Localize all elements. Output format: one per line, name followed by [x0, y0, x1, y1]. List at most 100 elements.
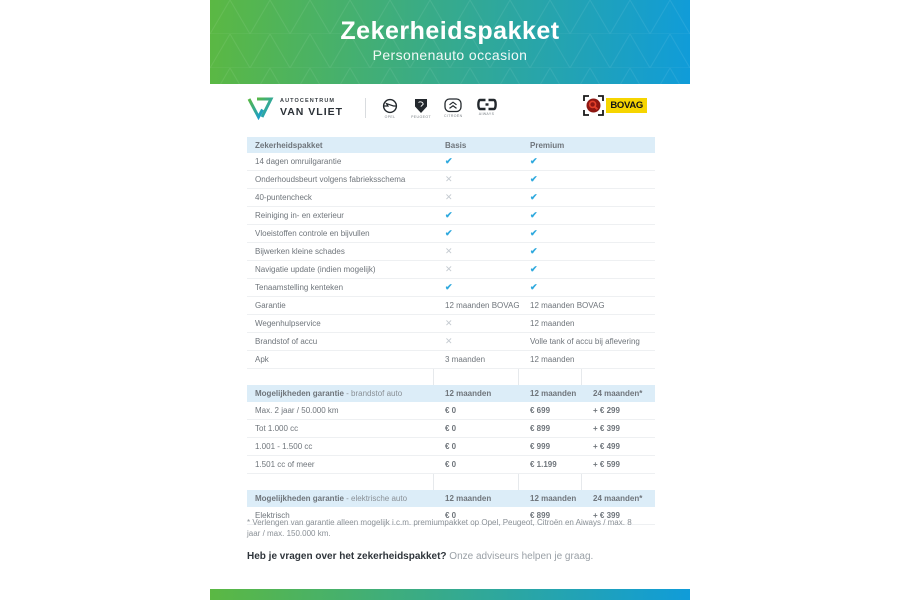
row-label: Bijwerken kleine schades: [255, 247, 345, 256]
logo-divider: [365, 98, 367, 118]
check-icon: ✔: [530, 174, 538, 184]
value-cell: ✔: [433, 211, 518, 220]
value-cell: ✔: [518, 193, 655, 202]
price-cell: € 0: [445, 424, 457, 433]
dealer-logo: AUTOCENTRUM VAN VLIET: [247, 96, 343, 120]
aiways-icon: [476, 98, 497, 110]
value-cell: 12 maanden BOVAG: [445, 301, 520, 310]
table-row: Tenaamstelling kenteken ✔ ✔: [247, 279, 655, 297]
brand-citroen: CITROËN: [444, 97, 463, 118]
price-cell: € 0: [445, 442, 457, 451]
column-header-zekerheidspakket: Zekerheidspakket: [255, 140, 323, 150]
row-label: 14 dagen omruilgarantie: [255, 157, 342, 166]
triangle-pattern: [210, 0, 690, 84]
cta-question: Heb je vragen over het zekerheidspakket?: [247, 551, 447, 562]
package-table-header: Zekerheidspakket Basis Premium: [247, 137, 655, 153]
table-row: Garantie 12 maanden BOVAG 12 maanden BOVAG: [247, 297, 655, 315]
brand-opel: OPEL: [382, 98, 398, 119]
table-spacer: [247, 369, 655, 385]
price-cell: € 0: [445, 406, 457, 415]
value-cell: 3 maanden: [445, 355, 486, 364]
cross-icon: ✕: [445, 192, 453, 202]
value-cell: ✕: [433, 265, 518, 274]
value-cell: Volle tank of accu bij aflevering: [530, 337, 640, 346]
check-icon: ✔: [530, 246, 538, 256]
price-cell: € 899: [530, 511, 551, 520]
price-cell: + € 599: [593, 460, 620, 469]
table-row: Tot 1.000 cc € 0 € 899 + € 399: [247, 420, 655, 438]
check-icon: ✔: [530, 210, 538, 220]
table-row: Navigatie update (indien mogelijk) ✕ ✔: [247, 261, 655, 279]
cross-icon: ✕: [445, 318, 453, 328]
value-cell: 12 maanden BOVAG: [530, 301, 605, 310]
bovag-logo: BOVAG: [583, 95, 647, 116]
table-row: Reiniging in- en exterieur ✔ ✔: [247, 207, 655, 225]
column-header-24-maanden: 24 maanden*: [593, 389, 643, 398]
column-header-12-maanden-premium: 12 maanden: [530, 389, 577, 398]
page-title: Zekerheidspakket: [340, 17, 560, 45]
cross-icon: ✕: [445, 246, 453, 256]
value-cell: ✔: [518, 283, 655, 292]
table-row: 1.501 cc of meer € 0 € 1.199 + € 599: [247, 456, 655, 474]
page-subtitle: Personenauto occasion: [372, 47, 528, 63]
electric-table-header: Mogelijkheden garantie - elektrische aut…: [247, 490, 655, 507]
row-label: Brandstof of accu: [255, 337, 318, 346]
check-icon: ✔: [445, 228, 453, 238]
price-cell: € 1.199: [530, 460, 557, 469]
table-row: Onderhoudsbeurt volgens fabrieksschema ✕ ✔: [247, 171, 655, 189]
header-banner: Zekerheidspakket Personenauto occasion: [210, 0, 690, 84]
fuel-table-header: Mogelijkheden garantie - brandstof auto …: [247, 385, 655, 402]
table-row: Vloeistoffen controle en bijvullen ✔ ✔: [247, 225, 655, 243]
footnote: * Verlengen van garantie alleen mogelijk…: [247, 518, 632, 538]
value-cell: ✔: [518, 211, 655, 220]
column-header-12-maanden-basis: 12 maanden: [445, 494, 492, 503]
check-icon: ✔: [445, 210, 453, 220]
value-cell: ✕: [433, 175, 518, 184]
van-vliet-v-icon: [247, 97, 274, 120]
fuel-table-body: Max. 2 jaar / 50.000 km € 0 € 699 + € 299 To…: [247, 402, 655, 474]
value-cell: ✔: [518, 175, 655, 184]
check-icon: ✔: [530, 192, 538, 202]
price-cell: € 999: [530, 442, 551, 451]
table-row: Bijwerken kleine schades ✕ ✔: [247, 243, 655, 261]
logo-row: AUTOCENTRUM VAN VLIET OPEL PEUGEOT: [247, 90, 655, 126]
package-table-body: 14 dagen omruilgarantie ✔ ✔ Onderhoudsbeurt…: [247, 153, 655, 369]
check-icon: ✔: [530, 156, 538, 166]
price-cell: + € 399: [593, 424, 620, 433]
column-header-12-maanden-basis: 12 maanden: [445, 389, 492, 398]
table-row: 1.001 - 1.500 cc € 0 € 999 + € 499: [247, 438, 655, 456]
peugeot-icon: [415, 98, 428, 113]
value-cell: ✕: [433, 337, 518, 346]
value-cell: ✔: [433, 157, 518, 166]
value-cell: ✕: [433, 247, 518, 256]
brand-aiways: AIWAYS: [476, 98, 498, 116]
row-label: Garantie: [255, 301, 286, 310]
pricing-tables: Zekerheidspakket Basis Premium 14 dagen …: [247, 137, 655, 525]
dealer-name-line2: VAN VLIET: [280, 105, 344, 118]
value-cell: ✔: [518, 229, 655, 238]
bovag-icon: [583, 95, 605, 116]
cta-line: Heb je vragen over het zekerheidspakket?…: [247, 551, 593, 562]
brand-peugeot: PEUGEOT: [411, 98, 431, 119]
value-cell: ✔: [433, 283, 518, 292]
value-cell: ✔: [433, 229, 518, 238]
check-icon: ✔: [530, 264, 538, 274]
value-cell: 12 maanden: [530, 355, 575, 364]
row-label: Navigatie update (indien mogelijk): [255, 265, 376, 274]
table-row: 14 dagen omruilgarantie ✔ ✔: [247, 153, 655, 171]
row-label: Onderhoudsbeurt volgens fabrieksschema: [255, 175, 406, 184]
check-icon: ✔: [530, 282, 538, 292]
check-icon: ✔: [445, 282, 453, 292]
row-label: 40-puntencheck: [255, 193, 312, 202]
citroen-icon: [444, 97, 462, 112]
table-row: Wegenhulpservice ✕ 12 maanden: [247, 315, 655, 333]
row-label: 1.501 cc of meer: [255, 460, 315, 469]
cta-answer: Onze adviseurs helpen je graag.: [446, 551, 594, 562]
price-cell: € 0: [445, 511, 457, 520]
value-cell: ✔: [518, 157, 655, 166]
row-label: 1.001 - 1.500 cc: [255, 442, 313, 451]
dealer-name-line1: AUTOCENTRUM: [280, 98, 336, 104]
row-label: Vloeistoffen controle en bijvullen: [255, 229, 370, 238]
value-cell: ✔: [518, 247, 655, 256]
table-row: Brandstof of accu ✕ Volle tank of accu bij…: [247, 333, 655, 351]
